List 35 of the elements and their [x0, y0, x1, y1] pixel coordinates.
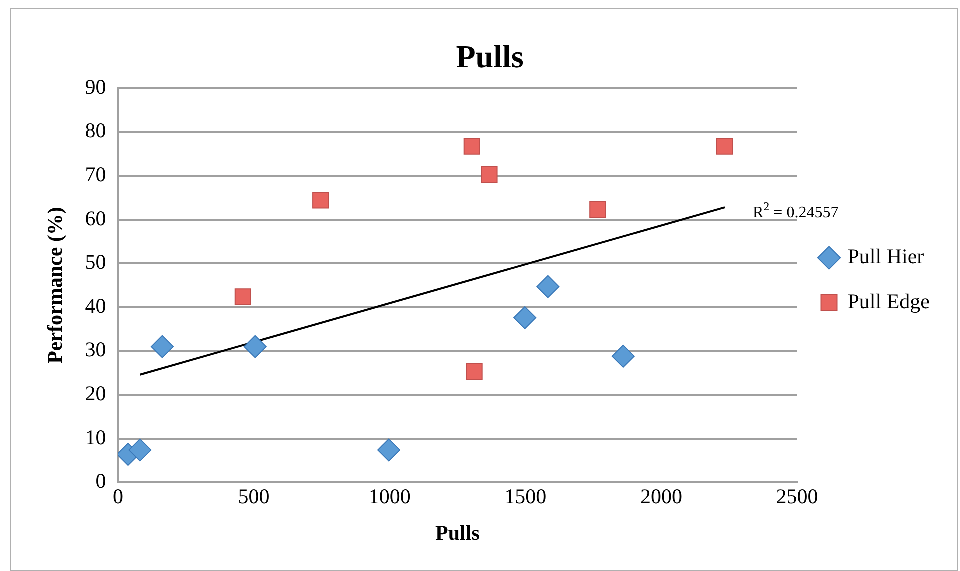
- point: [612, 344, 635, 368]
- y-axis-title: Performance (%): [43, 207, 68, 364]
- y-tick-label: 80: [85, 118, 106, 143]
- legend-label: Pull Hier: [848, 244, 924, 269]
- legend-label: Pull Edge: [848, 290, 930, 314]
- y-tick-label: 10: [85, 425, 106, 450]
- y-tick-label: 0: [96, 469, 106, 494]
- point: [244, 335, 267, 358]
- point: [378, 438, 401, 462]
- point: [481, 166, 498, 183]
- y-tick-label: 70: [85, 162, 106, 187]
- y-tick-label: 50: [85, 250, 106, 274]
- point: [234, 288, 252, 306]
- point: [312, 192, 330, 209]
- x-tick-label: 0: [112, 484, 124, 509]
- point: [150, 335, 174, 358]
- point: [536, 275, 560, 298]
- y-tick-label: 60: [85, 206, 106, 230]
- x-tick-label: 2000: [640, 484, 682, 509]
- point: [716, 138, 734, 155]
- point: [464, 138, 480, 155]
- y-tick-label: 20: [85, 382, 106, 406]
- y-tick-label: 30: [85, 338, 106, 362]
- y-tick-label: 90: [85, 74, 106, 99]
- point: [128, 438, 152, 462]
- point: [514, 306, 537, 330]
- x-tick-label: 1500: [504, 484, 547, 509]
- x-tick-label: 1000: [368, 484, 411, 509]
- chart-title: Pulls: [456, 38, 524, 74]
- x-tick-label: 2500: [776, 484, 818, 509]
- x-axis-title: Pulls: [436, 520, 480, 545]
- x-tick-label: 500: [238, 484, 270, 509]
- y-tick-label: 40: [85, 294, 106, 318]
- point: [466, 364, 483, 380]
- point: [590, 201, 606, 218]
